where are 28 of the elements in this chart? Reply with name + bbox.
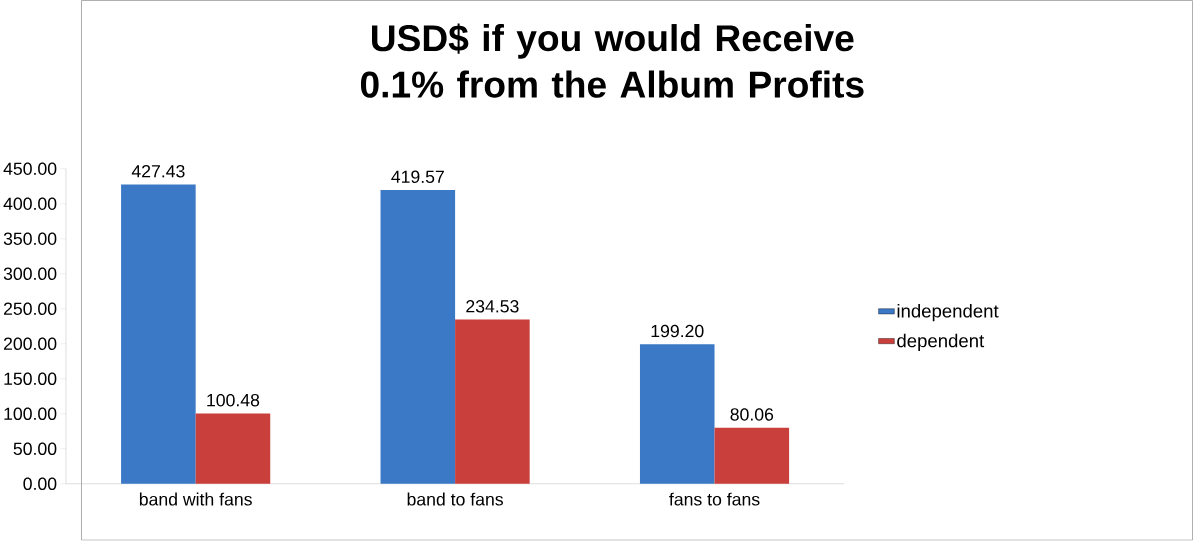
y-tick-label: 350.00 xyxy=(3,232,57,246)
bar xyxy=(714,427,790,484)
y-tick-label: 100.00 xyxy=(4,407,57,421)
legend-label: independent xyxy=(897,304,999,322)
x-tick-label: band to fans xyxy=(407,492,503,506)
data-label: 80.06 xyxy=(730,408,774,421)
y-tick-label: 300.00 xyxy=(3,267,57,281)
y-tick-label: 200.00 xyxy=(3,337,57,351)
bar xyxy=(380,190,456,484)
x-tick-label: band with fans xyxy=(139,492,252,506)
y-tick-label: 250.00 xyxy=(3,302,57,316)
bar xyxy=(121,184,196,484)
bar xyxy=(455,319,530,484)
data-label: 419.57 xyxy=(391,170,444,184)
data-label: 100.48 xyxy=(207,394,260,407)
y-tick-label: 50.00 xyxy=(13,442,57,456)
y-tick-label: 150.00 xyxy=(4,372,57,386)
data-label: 234.53 xyxy=(466,300,519,313)
legend-label: dependent xyxy=(897,333,985,352)
data-label: 199.20 xyxy=(651,324,704,338)
y-tick-label: 400.00 xyxy=(3,197,57,211)
bar xyxy=(195,413,271,484)
x-tick-label: fans to fans xyxy=(669,492,760,506)
y-tick-label: 0.00 xyxy=(23,477,57,491)
y-tick-label: 450.00 xyxy=(3,162,57,176)
data-label: 427.43 xyxy=(131,165,185,178)
chart-title: USD$ if you would Receive 0.1% from the Album Profits xyxy=(360,23,864,98)
bar xyxy=(639,344,715,484)
